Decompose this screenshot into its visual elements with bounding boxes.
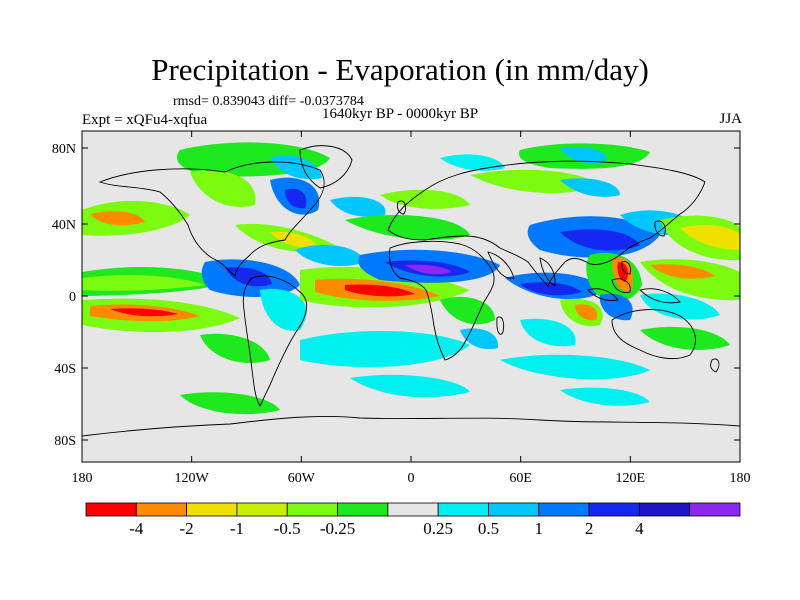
colorbar-swatch: [135, 502, 188, 517]
colorbar-swatch: [286, 502, 338, 517]
colorbar-label: 0.25: [423, 519, 453, 538]
anomaly-field: [82, 142, 740, 415]
anomaly-patch: [560, 146, 607, 164]
anomaly-patch: [295, 244, 365, 266]
anomaly-patch: [285, 188, 307, 209]
colorbar-label: 0.5: [478, 519, 499, 538]
lon-tick-label: 120W: [175, 471, 210, 486]
anomaly-patch: [380, 189, 470, 209]
experiment-label: Expt = xQFu4-xqfua: [82, 112, 208, 128]
anomaly-patch: [330, 196, 386, 217]
anomaly-patch: [617, 262, 628, 282]
coastline: [389, 240, 495, 361]
coastline: [539, 257, 556, 287]
anomaly-patch: [470, 169, 600, 194]
colorbar-label: 1: [535, 519, 544, 538]
coastline: [82, 415, 740, 437]
coastline: [242, 275, 308, 407]
anomaly-patch: [180, 392, 280, 415]
anomaly-patch: [680, 225, 740, 250]
anomaly-patch: [440, 154, 505, 171]
coastline: [654, 220, 666, 237]
coastline: [487, 251, 515, 279]
period-text: 1640kyr BP - 0000kyr BP: [322, 106, 479, 122]
coastline: [639, 288, 681, 304]
anomaly-patch: [575, 304, 598, 321]
anomaly-patch: [200, 333, 270, 363]
lon-tick-label: 60E: [509, 471, 532, 486]
colorbar-label: -0.25: [320, 519, 355, 538]
anomaly-patch: [110, 308, 178, 317]
coastline: [710, 358, 720, 373]
coastline: [587, 288, 619, 301]
anomaly-patch: [190, 170, 256, 207]
colorbar-swatch: [236, 502, 288, 517]
colorbar-label: 2: [585, 519, 594, 538]
colorbar-label: -4: [129, 519, 144, 538]
anomaly-patch: [560, 387, 650, 406]
season-label: JJA: [719, 111, 742, 127]
lat-tick-label: 80S: [54, 434, 76, 449]
lat-tick-label: 80N: [52, 142, 76, 157]
coastline: [611, 278, 631, 293]
stats-text: rmsd= 0.839043 diff= -0.0373784: [173, 94, 364, 109]
lon-tick-label: 60W: [288, 471, 316, 486]
anomaly-patch: [640, 326, 730, 350]
coastline: [299, 145, 353, 189]
anomaly-patch: [405, 264, 452, 275]
colorbar-swatch: [488, 502, 540, 517]
coastline: [98, 161, 325, 277]
anomaly-patch: [90, 211, 145, 226]
lon-tick-label: 180: [72, 471, 93, 486]
colorbar-swatch: [689, 502, 741, 517]
colorbar-label: 4: [635, 519, 644, 538]
colorbar-swatch: [337, 502, 389, 517]
anomaly-patch: [270, 231, 318, 248]
anomaly-patch: [650, 264, 715, 279]
anomaly-patch: [560, 229, 640, 251]
colorbar-label: -2: [180, 519, 194, 538]
lon-tick-label: 120E: [616, 471, 646, 486]
colorbar-label: -1: [230, 519, 244, 538]
anomaly-patch: [520, 282, 582, 296]
lat-tick-label: 40N: [52, 218, 76, 233]
anomaly-patch: [345, 284, 415, 297]
colorbar-swatch: [588, 502, 640, 517]
anomaly-patch: [225, 267, 272, 287]
anomaly-patch: [345, 215, 470, 240]
lon-tick-label: 0: [408, 471, 415, 486]
colorbar-swatch: [85, 502, 137, 517]
colorbar-swatch: [186, 502, 238, 517]
coastline: [621, 261, 631, 275]
anomaly-patch: [440, 296, 495, 325]
anomaly-patch: [500, 354, 650, 380]
colorbar-swatch: [538, 502, 590, 517]
anomaly-patch: [82, 275, 205, 291]
anomaly-patch: [260, 289, 307, 331]
colorbar-swatch: [638, 502, 691, 517]
lat-tick-label: 0: [69, 290, 76, 305]
colorbar-label: -0.5: [274, 519, 301, 538]
colorbar-swatch: [387, 502, 439, 517]
colorbar: -4 -2 -1 -0.5 -0.25 0.25 0.5 1 2 4: [85, 502, 741, 538]
coastline: [611, 309, 696, 360]
coastline: [396, 200, 407, 215]
anomaly-patch: [560, 178, 620, 197]
colorbar-swatch: [437, 502, 489, 517]
coastlines: [82, 145, 740, 437]
coastline: [496, 316, 505, 335]
anomaly-patch: [350, 374, 470, 398]
anomaly-patch: [520, 318, 576, 347]
lat-tick-label: 40S: [54, 362, 76, 377]
map-title: Precipitation - Evaporation (in mm/day): [151, 52, 649, 87]
anomaly-patch: [300, 330, 470, 368]
longitude-axis: 180 120W 60W 0 60E 120E 180: [72, 131, 751, 486]
anomaly-patch: [270, 155, 322, 180]
anomaly-patch: [640, 293, 720, 320]
latitude-axis: 80N 40N 0 40S 80S: [52, 142, 740, 449]
coastline: [387, 160, 706, 287]
lon-tick-label: 180: [730, 471, 751, 486]
